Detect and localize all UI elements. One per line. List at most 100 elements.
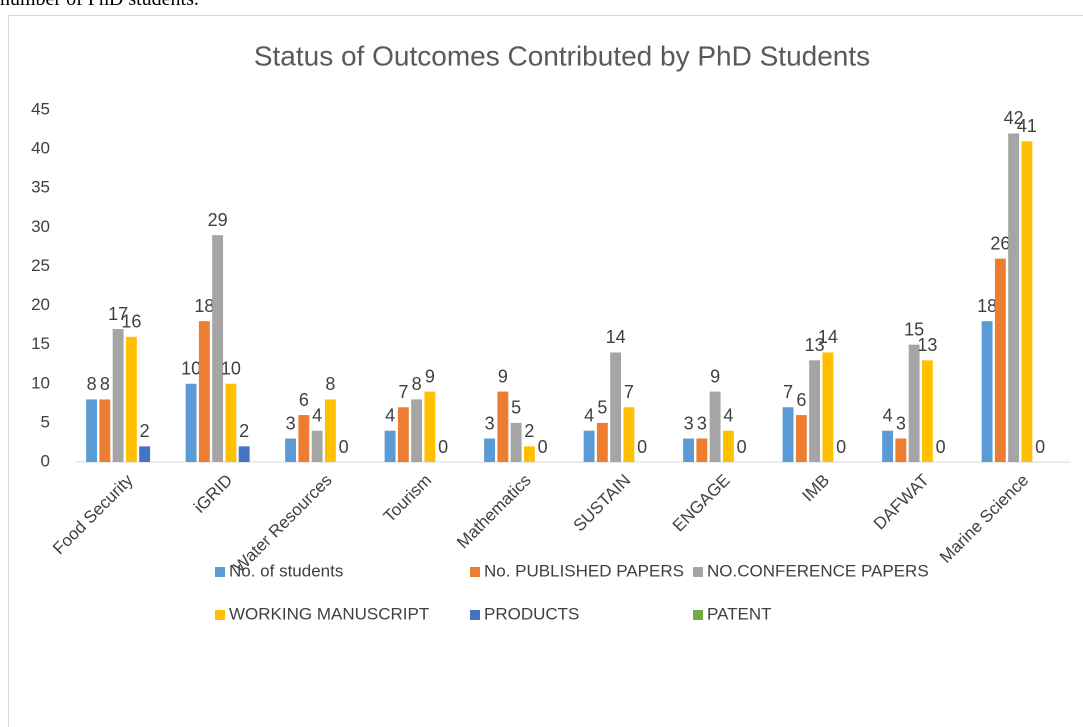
x-tick-label: iGRID xyxy=(190,471,236,517)
bar xyxy=(709,391,721,462)
data-label: 2 xyxy=(239,421,249,441)
y-tick-label: 30 xyxy=(31,217,50,236)
data-label: 8 xyxy=(87,374,97,394)
y-tick-label: 5 xyxy=(41,412,50,431)
data-label: 3 xyxy=(485,413,495,433)
data-label: 7 xyxy=(624,382,634,402)
bar xyxy=(497,391,509,462)
bar xyxy=(324,399,336,462)
data-label: 0 xyxy=(637,437,647,457)
data-label: 2 xyxy=(140,421,150,441)
data-label: 9 xyxy=(710,366,720,386)
data-label: 4 xyxy=(723,405,733,425)
data-label: 4 xyxy=(584,405,594,425)
data-label: 18 xyxy=(194,296,214,316)
bar xyxy=(1021,141,1033,463)
bar xyxy=(882,430,894,462)
data-label: 14 xyxy=(606,327,626,347)
data-label: 17 xyxy=(108,304,128,324)
y-tick-label: 35 xyxy=(31,178,50,197)
data-label: 15 xyxy=(904,319,924,339)
x-tick-label: ENGAGE xyxy=(669,471,734,536)
bar xyxy=(125,336,137,462)
data-label: 0 xyxy=(438,437,448,457)
bar xyxy=(596,422,608,462)
bar xyxy=(510,422,522,462)
data-label: 7 xyxy=(398,382,408,402)
bar xyxy=(225,383,237,462)
data-label: 42 xyxy=(1004,108,1024,128)
data-label: 3 xyxy=(684,413,694,433)
x-tick-label: SUSTAIN xyxy=(570,471,635,536)
y-tick-label: 45 xyxy=(31,99,50,118)
legend-swatch xyxy=(215,610,225,620)
x-tick-label: IMB xyxy=(798,471,833,506)
data-label: 9 xyxy=(498,366,508,386)
legend-swatch xyxy=(693,567,703,577)
x-tick-label: Tourism xyxy=(380,471,436,527)
data-label: 0 xyxy=(339,437,349,457)
legend-swatch xyxy=(693,610,703,620)
bar xyxy=(610,352,622,462)
bar xyxy=(411,399,423,462)
data-label: 0 xyxy=(936,437,946,457)
data-label: 13 xyxy=(805,335,825,355)
bar xyxy=(908,344,920,462)
x-tick-label: Mathematics xyxy=(453,471,535,553)
data-label: 8 xyxy=(325,374,335,394)
data-label: 8 xyxy=(100,374,110,394)
y-tick-label: 40 xyxy=(31,139,50,158)
bar xyxy=(921,360,933,462)
data-label: 13 xyxy=(917,335,937,355)
bar xyxy=(1008,133,1020,462)
legend-label: PATENT xyxy=(707,604,772,623)
data-label: 0 xyxy=(1035,437,1045,457)
bar xyxy=(198,321,210,462)
bar xyxy=(285,438,297,462)
legend-label: PRODUCTS xyxy=(484,604,579,623)
bar xyxy=(139,446,151,462)
data-label: 41 xyxy=(1017,116,1037,136)
bar xyxy=(782,407,794,462)
bar xyxy=(384,430,396,462)
data-label: 4 xyxy=(385,405,395,425)
data-label: 29 xyxy=(208,210,228,230)
bar xyxy=(994,258,1006,462)
bar xyxy=(212,235,224,462)
x-tick-label: DAFWAT xyxy=(870,471,933,534)
bar xyxy=(185,383,197,462)
bar xyxy=(397,407,409,462)
data-label: 0 xyxy=(737,437,747,457)
bar xyxy=(238,446,250,462)
data-label: 2 xyxy=(524,421,534,441)
legend-label: No. of students xyxy=(229,561,343,580)
data-label: 16 xyxy=(121,312,141,332)
caption: number of PhD students. xyxy=(0,0,199,11)
data-label: 8 xyxy=(412,374,422,394)
data-label: 26 xyxy=(990,233,1010,253)
data-label: 5 xyxy=(597,398,607,418)
y-tick-label: 15 xyxy=(31,334,50,353)
bar xyxy=(795,415,807,462)
bar xyxy=(809,360,821,462)
bar xyxy=(86,399,98,462)
y-tick-label: 10 xyxy=(31,373,50,392)
data-label: 0 xyxy=(836,437,846,457)
bar xyxy=(112,329,124,462)
bar xyxy=(424,391,436,462)
y-tick-label: 20 xyxy=(31,295,50,314)
legend-label: WORKING MANUSCRIPT xyxy=(229,604,429,623)
data-label: 4 xyxy=(883,405,893,425)
bar xyxy=(722,430,734,462)
data-label: 6 xyxy=(299,390,309,410)
chart-frame xyxy=(8,15,1083,727)
data-label: 14 xyxy=(818,327,838,347)
bar xyxy=(583,430,595,462)
data-label: 0 xyxy=(538,437,548,457)
x-tick-label: Marine Science xyxy=(936,471,1032,567)
data-label: 4 xyxy=(312,405,322,425)
bar xyxy=(484,438,496,462)
data-label: 9 xyxy=(425,366,435,386)
